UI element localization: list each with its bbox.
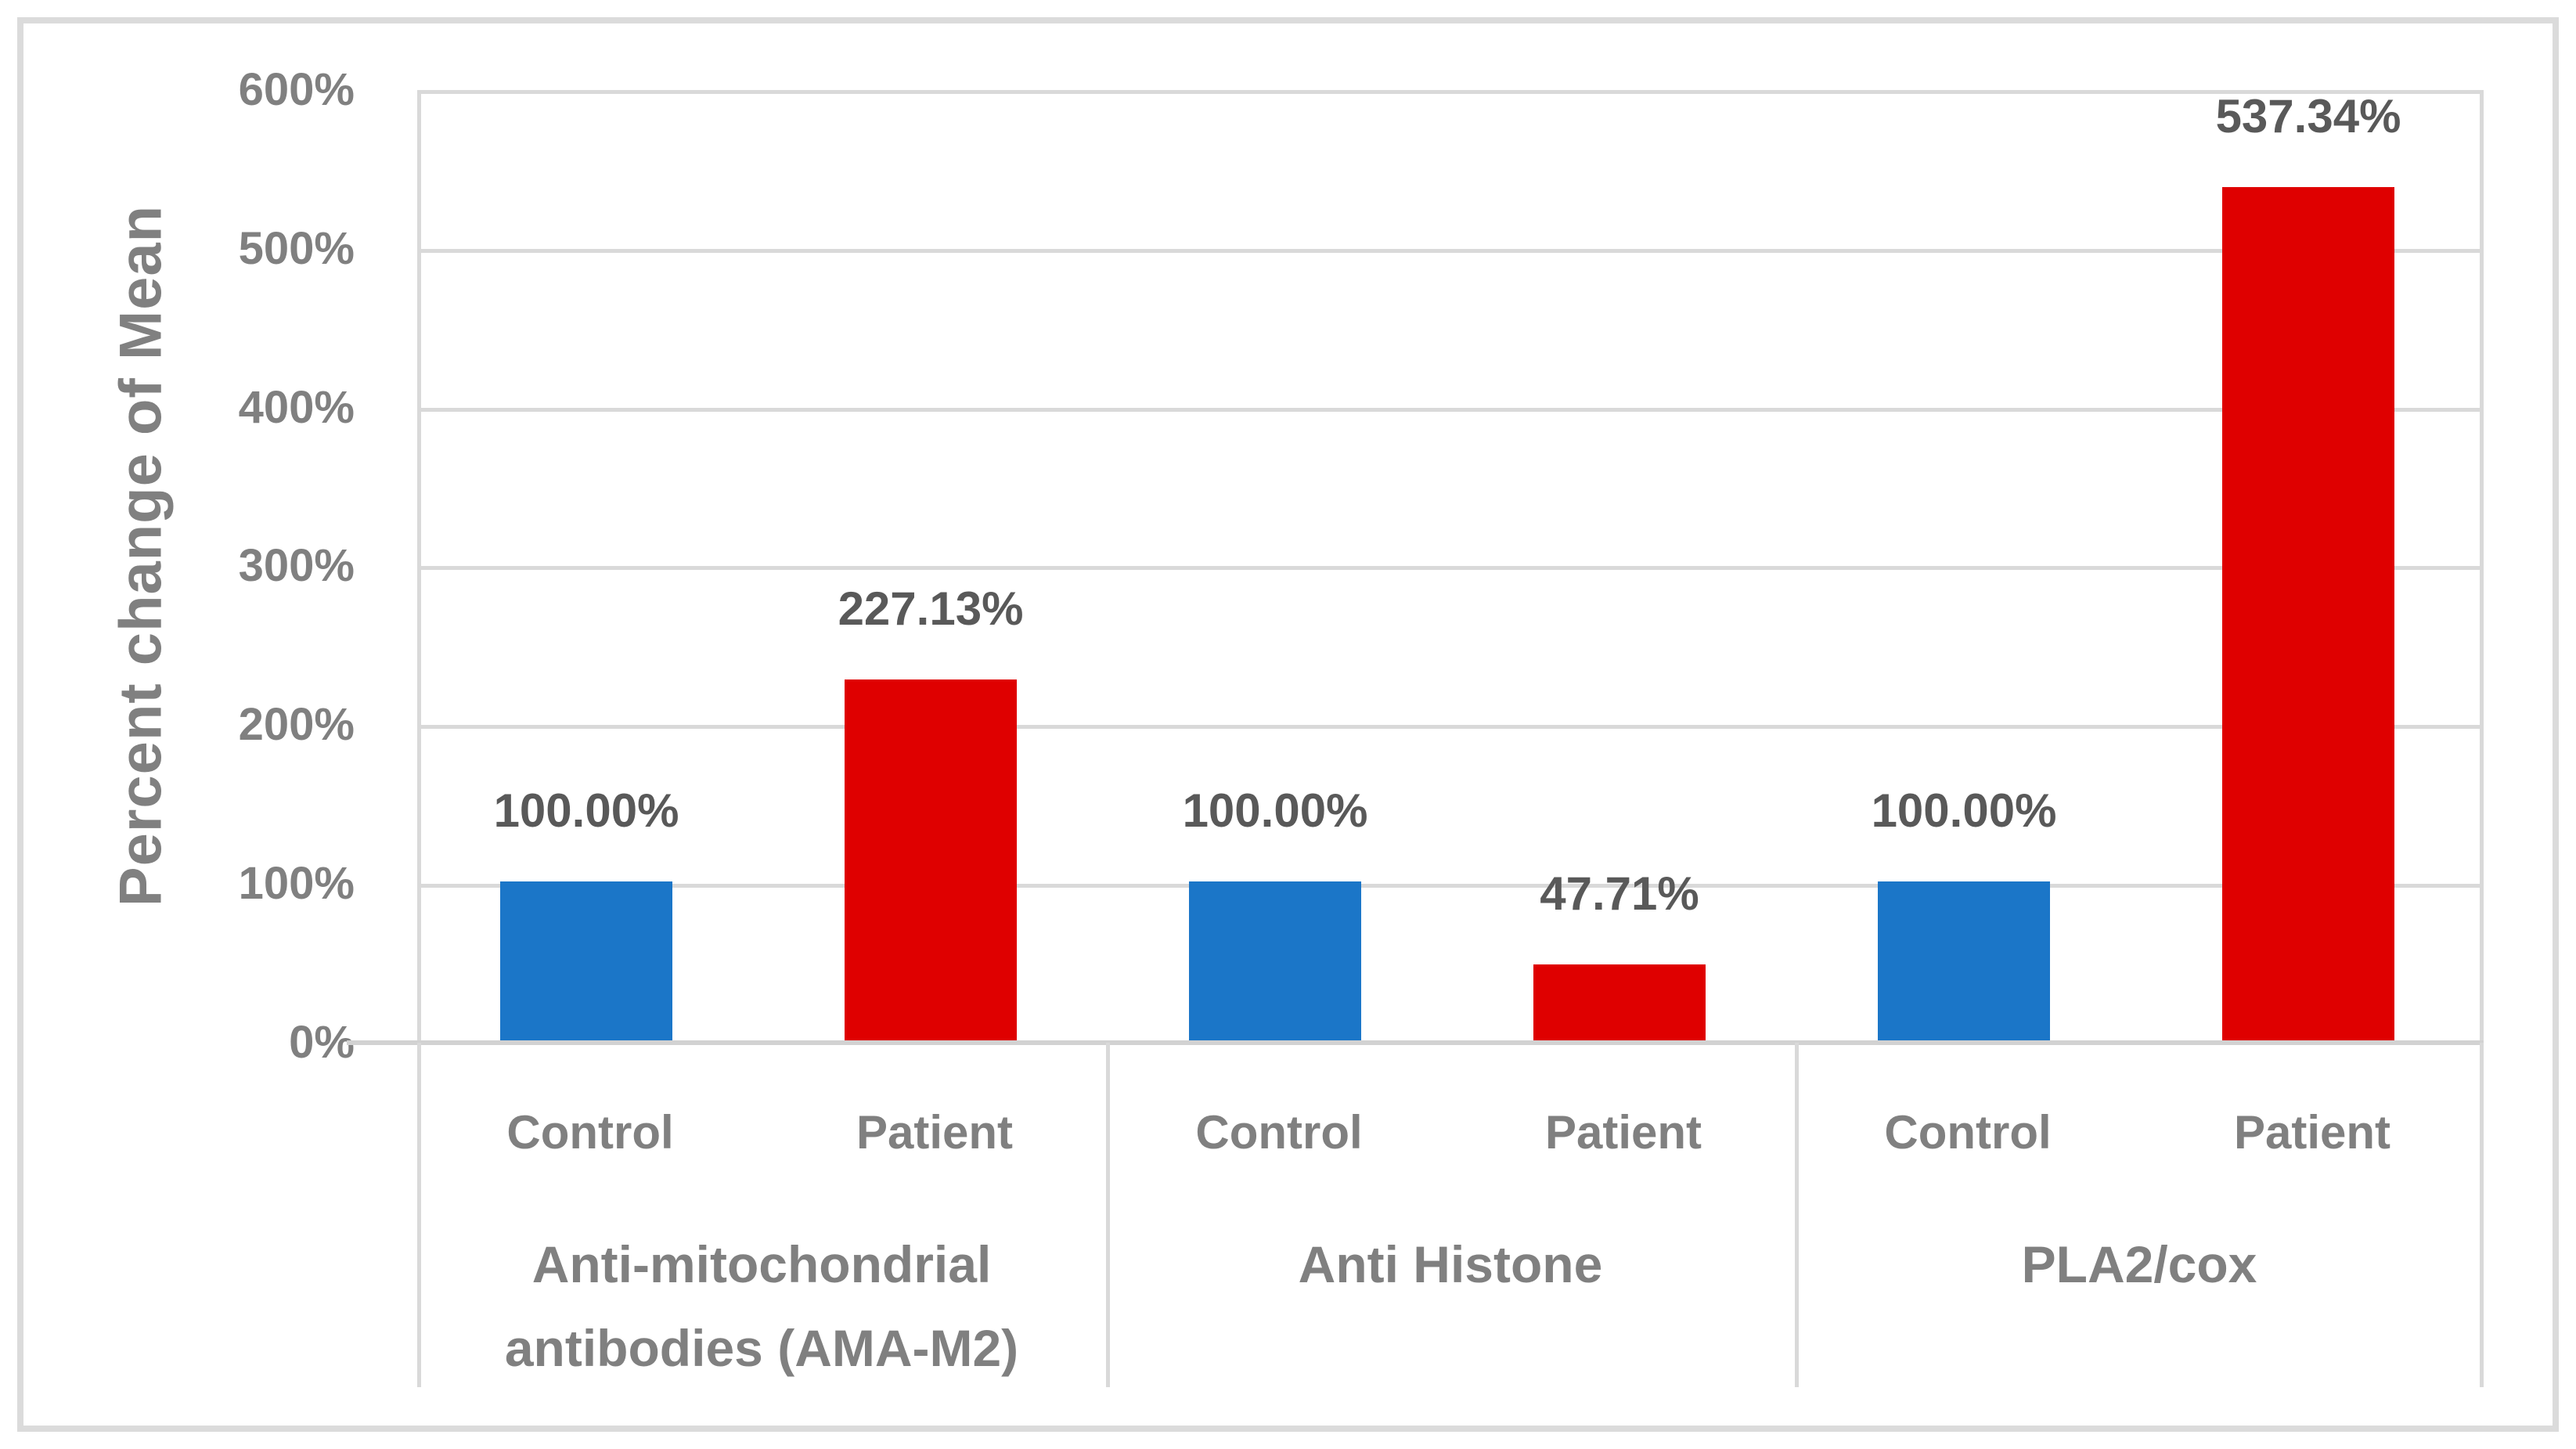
bar-value-label-histone-patient: 47.71% xyxy=(1540,867,1699,920)
y-tick-label-100: 100% xyxy=(238,858,355,909)
y-tick-label-500: 500% xyxy=(238,223,355,274)
group-label-anti-histone: Anti Histone xyxy=(1298,1235,1603,1293)
y-tick-label-200: 200% xyxy=(238,699,355,750)
category-separator-mid1 xyxy=(1106,1043,1110,1387)
bar-pla2cox-control xyxy=(1878,881,2050,1040)
plot-border-left xyxy=(417,90,421,1043)
gridline-200 xyxy=(417,725,2484,729)
category-separator-left xyxy=(417,1043,421,1387)
bar-histone-control xyxy=(1189,881,1361,1040)
y-tick-label-300: 300% xyxy=(238,540,355,591)
bar-pla2cox-patient xyxy=(2222,187,2394,1040)
chart-frame xyxy=(17,17,2559,1432)
category-label-ama-control: Control xyxy=(506,1106,674,1159)
gridline-100 xyxy=(417,884,2484,888)
plot-area: 100.00% 227.13% 100.00% 47.71% 100.00% 5… xyxy=(347,90,2484,1045)
group-label-pla2cox: PLA2/cox xyxy=(2021,1235,2257,1293)
bar-ama-control xyxy=(500,881,672,1040)
bar-value-label-ama-patient: 227.13% xyxy=(838,582,1024,635)
bar-value-label-pla2cox-control: 100.00% xyxy=(1871,784,2057,837)
y-tick-label-600: 600% xyxy=(238,64,355,115)
gridline-300 xyxy=(417,566,2484,570)
gridline-600 xyxy=(417,90,2484,94)
category-separator-mid2 xyxy=(1795,1043,1799,1387)
category-separator-right xyxy=(2480,1043,2484,1387)
bar-histone-patient xyxy=(1533,964,1706,1040)
gridline-500 xyxy=(417,249,2484,253)
bar-value-label-pla2cox-patient: 537.34% xyxy=(2215,90,2401,142)
y-tick-label-0: 0% xyxy=(289,1017,355,1068)
bar-value-label-ama-control: 100.00% xyxy=(493,784,679,837)
plot-border-right xyxy=(2480,90,2484,1043)
y-tick-label-400: 400% xyxy=(238,382,355,433)
bar-ama-patient xyxy=(845,679,1017,1040)
gridline-400 xyxy=(417,408,2484,412)
category-label-histone-control: Control xyxy=(1195,1106,1363,1159)
bar-value-label-histone-control: 100.00% xyxy=(1182,784,1368,837)
x-axis-line xyxy=(347,1040,2484,1045)
category-label-histone-patient: Patient xyxy=(1544,1106,1702,1159)
category-label-pla2cox-control: Control xyxy=(1884,1106,2052,1159)
group-label-ama-line1: Anti-mitochondrial xyxy=(531,1235,992,1293)
category-label-ama-patient: Patient xyxy=(856,1106,1014,1159)
group-label-ama-line2: antibodies (AMA-M2) xyxy=(504,1319,1019,1377)
category-label-pla2cox-patient: Patient xyxy=(2233,1106,2391,1159)
